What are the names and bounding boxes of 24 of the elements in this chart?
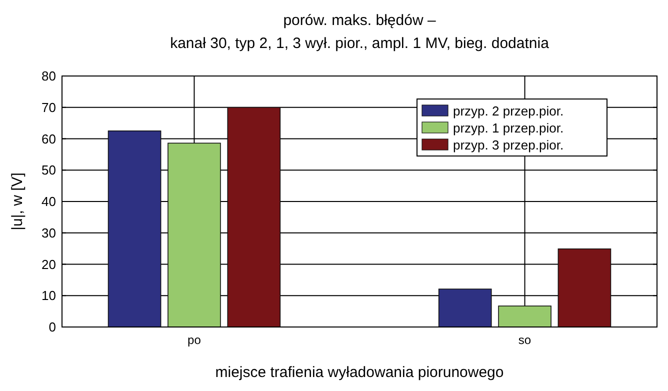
y-tick-label: 30 <box>42 225 56 240</box>
y-tick-label: 10 <box>42 288 56 304</box>
y-axis-title: |u|, w [V] <box>9 172 26 230</box>
bar <box>227 106 281 328</box>
y-tick-label: 0 <box>48 320 56 335</box>
y-tick-label: 20 <box>42 256 56 272</box>
y-tick-label: 50 <box>42 162 56 178</box>
chart-title: porów. maks. błędów – <box>283 12 436 29</box>
bar <box>438 288 492 328</box>
y-tick-label: 80 <box>42 68 56 84</box>
legend-label: przyp. 3 przep.pior. <box>453 138 564 153</box>
x-tick-label: po <box>188 333 202 347</box>
x-axis-title: miejsce trafienia wyładowania piorunowego <box>215 364 504 381</box>
bar <box>168 142 221 328</box>
bar <box>558 248 612 328</box>
y-tick-label: 70 <box>42 100 56 115</box>
legend-label: przyp. 1 przep.pior. <box>453 120 564 136</box>
y-tick-label: 40 <box>42 194 56 210</box>
bar <box>108 130 162 328</box>
y-tick-label: 60 <box>42 131 56 146</box>
chart-subtitle: kanał 30, typ 2, 1, 3 wył. pior., ampl. 1 MV, bieg. dodatnia <box>170 35 550 52</box>
bar <box>498 306 552 328</box>
x-tick-label: so <box>518 333 532 347</box>
legend-label: przyp. 2 przep.pior. <box>453 104 564 119</box>
